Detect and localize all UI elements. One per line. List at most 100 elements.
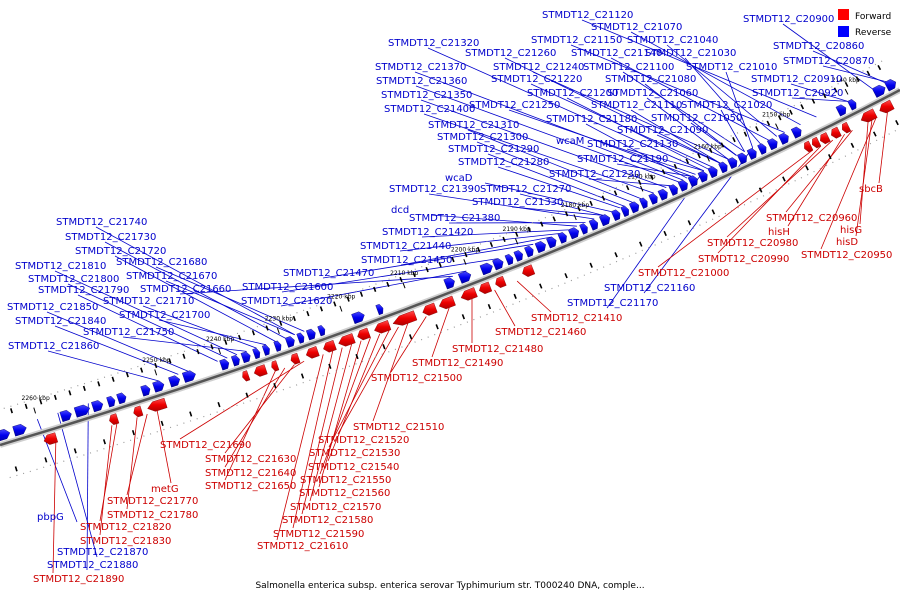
forward-gene-label: STMDT12_C21890: [33, 574, 124, 585]
reverse-gene: [884, 79, 897, 92]
reverse-leader-line: [142, 305, 257, 349]
forward-gene: [253, 364, 268, 377]
scale-tick-mark: [463, 258, 467, 265]
forward-gene: [357, 327, 371, 341]
reverse-leader-line: [511, 206, 603, 216]
reverse-gene: [317, 325, 326, 337]
strand-marker: [265, 325, 269, 331]
forward-gene: [290, 352, 301, 365]
reverse-leader-line: [666, 44, 778, 137]
forward-gene: [804, 140, 814, 153]
forward-gene-label: STMDT12_C21610: [257, 541, 348, 552]
strand-marker: [758, 187, 763, 193]
forward-gene-label: STMDT12_C21570: [290, 502, 381, 513]
scale-tick-mark: [775, 123, 779, 130]
reverse-leader-line: [322, 243, 534, 279]
reverse-leader-line: [95, 226, 295, 336]
scale-tick-label: 2260 kbp: [22, 395, 50, 402]
strand-marker: [73, 448, 77, 454]
forward-leader-line: [276, 354, 324, 541]
reverse-leader-line: [630, 31, 801, 126]
reverse-gene-label: STMDT12_C21720: [75, 246, 166, 257]
strand-marker: [24, 403, 28, 409]
strand-marker: [805, 165, 809, 171]
reverse-leader-line: [399, 233, 560, 252]
reverse-gene-label: STMDT12_C21620: [241, 296, 332, 307]
strand-marker: [649, 174, 654, 180]
reverse-leader-line: [656, 134, 721, 164]
forward-gene-label: STMDT12_C21830: [80, 536, 171, 547]
reverse-gene: [284, 336, 295, 348]
reverse-leader-line: [595, 145, 684, 181]
scale-tick-label: 2150 kbp: [762, 111, 790, 118]
scale-tick-mark: [844, 88, 849, 95]
reverse-gene-label: STMDT12_C20900: [743, 14, 834, 25]
strand-marker: [766, 120, 771, 126]
reverse-leader-line: [414, 71, 692, 177]
legend-forward-swatch: [838, 9, 849, 20]
reverse-leader-line: [47, 350, 159, 382]
reverse-gene-label: STMDT12_C21750: [83, 327, 174, 338]
strand-marker: [552, 216, 556, 222]
reverse-gene-label: STMDT12_C21450: [361, 255, 452, 266]
reverse-gene-label: STMDT12_C21100: [583, 62, 674, 73]
strand-marker: [697, 153, 701, 159]
strand-marker: [850, 142, 855, 148]
strand-marker: [777, 115, 782, 121]
reverse-gene: [727, 157, 738, 170]
reverse-gene: [534, 241, 546, 254]
reverse-gene: [790, 126, 802, 139]
forward-gene-label: STMDT12_C21540: [308, 462, 399, 473]
reverse-gene: [457, 271, 472, 284]
strand-marker: [346, 296, 350, 302]
strand-marker: [866, 70, 871, 76]
reverse-leader-line: [684, 57, 762, 145]
reverse-leader-line: [104, 241, 286, 339]
strand-marker: [386, 281, 390, 288]
forward-leader-line: [855, 120, 873, 237]
reverse-leader-line: [791, 97, 848, 102]
reverse-leader-line: [114, 255, 276, 342]
reverse-leader-line: [46, 311, 189, 372]
reverse-gene: [230, 354, 240, 367]
forward-leader-line: [99, 425, 113, 536]
strand-marker: [39, 399, 43, 405]
strand-marker: [720, 142, 725, 148]
forward-gene: [479, 281, 493, 295]
reverse-gene: [847, 99, 857, 111]
forward-leader-line: [126, 417, 138, 510]
scale-ticks: 2140 kbp 2150 kbp 2160 kbp 2170 kbp 2180 kbp…: [10, 64, 899, 472]
strand-marker: [637, 179, 642, 186]
reverse-gene-label: STMDT12_C21350: [381, 90, 472, 101]
forward-leader-line: [337, 326, 399, 435]
reverse-gene-label: STMDT12_C21200: [527, 88, 618, 99]
reverse-gene-label: dcd: [391, 205, 409, 216]
reverse-gene: [718, 161, 728, 174]
reverse-gene-label: STMDT12_C21660: [140, 284, 231, 295]
reverse-gene-label: STMDT12_C21880: [47, 560, 138, 571]
strand-marker: [539, 283, 543, 289]
reverse-gene-label: STMDT12_C21260: [465, 48, 556, 59]
reverse-gene: [273, 340, 282, 352]
legend-reverse-label: Reverse: [855, 28, 892, 38]
legend-reverse-swatch: [838, 26, 849, 37]
reverse-gene: [106, 395, 116, 408]
scale-tick-mark: [218, 348, 221, 355]
forward-leader-line: [292, 350, 334, 529]
scale-tick-mark: [402, 282, 406, 289]
reverse-leader-line: [626, 148, 704, 172]
reverse-gene: [657, 188, 668, 201]
reverse-gene: [620, 205, 629, 218]
forward-gene-label: STMDT12_C20980: [707, 238, 798, 249]
scale-tick-label: 2210 kbp: [390, 270, 418, 277]
strand-marker: [168, 358, 172, 364]
forward-leader-line: [309, 343, 352, 502]
scale-tick-mark: [706, 155, 710, 162]
forward-leader-line: [657, 149, 814, 268]
reverse-leader-line: [54, 325, 179, 375]
strand-marker: [140, 367, 144, 373]
strand-marker: [412, 271, 416, 278]
forward-leader-line: [785, 130, 853, 213]
reverse-gene-label: STMDT12_C21730: [65, 232, 156, 243]
reverse-gene-label: STMDT12_C21170: [567, 298, 658, 309]
